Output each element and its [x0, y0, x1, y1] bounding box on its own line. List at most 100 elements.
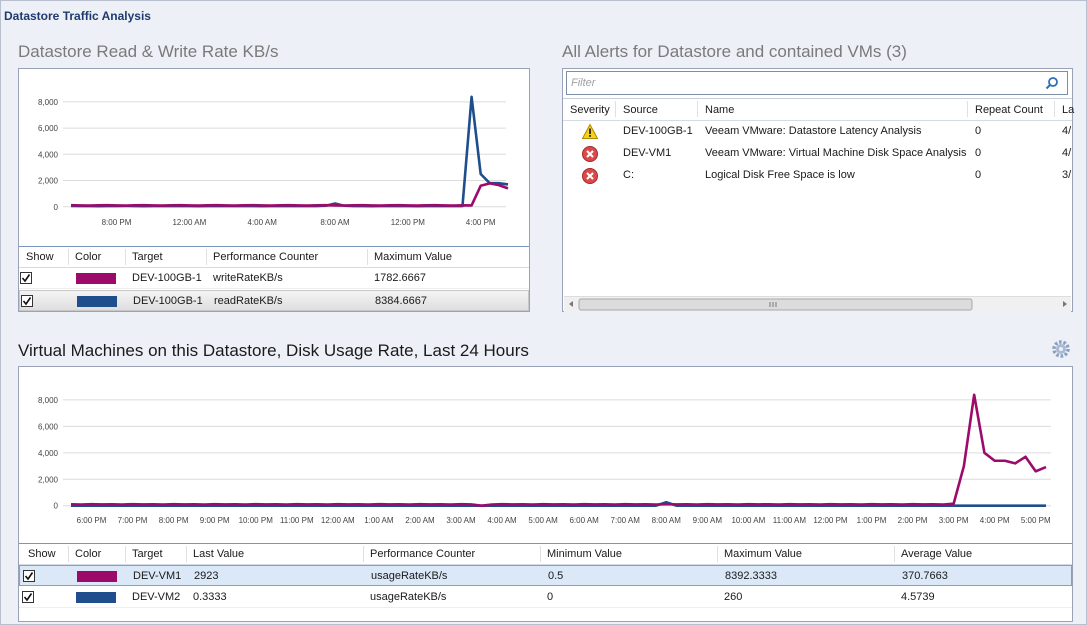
cell-text: writeRateKB/s — [213, 272, 283, 284]
x-tick-label: 8:00 AM — [320, 218, 350, 227]
x-tick-label: 1:00 PM — [857, 516, 887, 525]
y-tick-label: 8,000 — [38, 98, 59, 107]
x-tick-label: 8:00 PM — [159, 516, 189, 525]
warning-bar — [589, 128, 591, 134]
x-tick-label: 6:00 PM — [77, 516, 107, 525]
x-tick-label: 1:00 AM — [364, 516, 394, 525]
cell-text: usageRateKB/s — [371, 570, 448, 582]
series-line — [70, 393, 1047, 507]
column-header: Name — [705, 104, 735, 116]
search-icon[interactable] — [1045, 76, 1059, 90]
cell-text: 0 — [975, 147, 982, 159]
error-icon — [582, 146, 598, 162]
x-tick-label: 9:00 PM — [200, 516, 230, 525]
cell-text: 4/ — [1062, 147, 1072, 159]
x-tick-label: 9:00 AM — [693, 516, 723, 525]
y-tick-label: 4,000 — [38, 449, 59, 458]
check-path — [23, 593, 33, 602]
column-header: Performance Counter — [370, 548, 476, 560]
y-tick-label: 2,000 — [38, 475, 59, 484]
cell-text: 370.7663 — [902, 570, 948, 582]
column-header: Last Value — [193, 548, 245, 560]
column-separator — [367, 249, 368, 265]
check-mark — [23, 593, 33, 602]
y-tick-label: 6,000 — [38, 422, 59, 431]
x-tick-label: 4:00 AM — [487, 516, 517, 525]
legend-row[interactable]: DEV-100GB-1 writeRateKB/s 1782.6667 — [19, 268, 529, 289]
color-swatch — [77, 571, 117, 582]
cell-text: 4.5739 — [901, 591, 935, 603]
legend-row[interactable]: DEV-VM2 0.3333 usageRateKB/s 0 260 4.5739 — [19, 587, 1072, 608]
column-separator — [68, 546, 69, 562]
column-separator — [68, 249, 69, 265]
column-separator — [717, 546, 718, 562]
x-tick-label: 12:00 PM — [813, 516, 848, 525]
column-separator — [125, 249, 126, 265]
warning-icon — [581, 123, 599, 139]
x-tick-label: 12:00 PM — [391, 218, 426, 227]
error-cross — [586, 172, 594, 180]
cell-text: DEV-100GB-1 — [132, 272, 202, 284]
column-header: Performance Counter — [213, 251, 319, 263]
x-tick-label: 6:00 AM — [569, 516, 599, 525]
cell-text: DEV-VM2 — [132, 591, 181, 603]
table-header-line — [19, 267, 529, 268]
x-tick-label: 8:00 PM — [102, 218, 132, 227]
column-separator — [894, 546, 895, 562]
scrollbar-graphic — [569, 298, 1067, 311]
alerts-header-line — [563, 120, 1072, 121]
column-header: Target — [132, 548, 163, 560]
checkbox[interactable] — [21, 295, 33, 307]
check-mark — [21, 274, 31, 283]
column-separator — [186, 546, 187, 562]
filter-input[interactable]: Filter — [566, 71, 1068, 95]
column-header: Maximum Value — [724, 548, 803, 560]
checkbox[interactable] — [20, 272, 32, 284]
column-header: Show — [28, 548, 56, 560]
column-header: Severity — [570, 104, 610, 116]
x-tick-label: 2:00 PM — [898, 516, 928, 525]
error-icon — [582, 168, 598, 184]
section-title: Virtual Machines on this Datastore, Disk… — [18, 341, 529, 360]
color-swatch — [76, 273, 116, 284]
cell-text: 2923 — [194, 570, 219, 582]
cell-text: Logical Disk Free Space is low — [705, 169, 855, 181]
checkbox[interactable] — [22, 591, 34, 603]
cell-text: 0 — [975, 169, 982, 181]
x-tick-label: 2:00 AM — [405, 516, 435, 525]
x-tick-label: 11:00 AM — [773, 516, 807, 525]
check-path — [22, 297, 32, 306]
scrollbar[interactable] — [564, 296, 1071, 312]
cell-text: 8392.3333 — [725, 570, 777, 582]
checkbox[interactable] — [23, 570, 35, 582]
column-separator — [125, 546, 126, 562]
chart-panel — [18, 68, 530, 312]
cell-text: 0.5 — [548, 570, 564, 582]
page-title: Datastore Traffic Analysis — [4, 9, 151, 23]
column-separator — [1054, 101, 1055, 117]
cell-text: 8384.6667 — [375, 295, 427, 307]
cell-text: 4/ — [1062, 125, 1072, 137]
legend-row[interactable]: DEV-VM1 2923 usageRateKB/s 0.5 8392.3333 370.… — [19, 565, 1072, 586]
column-header: Color — [75, 251, 102, 263]
column-header: Repeat Count — [975, 104, 1043, 116]
settings-gear[interactable] — [1051, 339, 1071, 359]
table-divider — [19, 543, 1072, 544]
y-tick-label: 6,000 — [38, 124, 59, 133]
cell-text: 3/ — [1062, 169, 1072, 181]
cell-text: 0.3333 — [193, 591, 227, 603]
column-header: Maximum Value — [374, 251, 453, 263]
legend-row[interactable]: DEV-100GB-1 readRateKB/s 8384.6667 — [19, 290, 529, 311]
y-tick-label: 0 — [54, 203, 59, 212]
color-swatch — [76, 592, 116, 603]
cell-text: DEV-VM1 — [623, 147, 672, 159]
column-header: Show — [26, 251, 54, 263]
y-tick-label: 0 — [54, 502, 59, 511]
cell-text: 0 — [975, 125, 982, 137]
cell-text: usageRateKB/s — [370, 591, 447, 603]
cell-text: readRateKB/s — [214, 295, 283, 307]
cell-text: 260 — [724, 591, 743, 603]
cell-text: C: — [623, 169, 634, 181]
